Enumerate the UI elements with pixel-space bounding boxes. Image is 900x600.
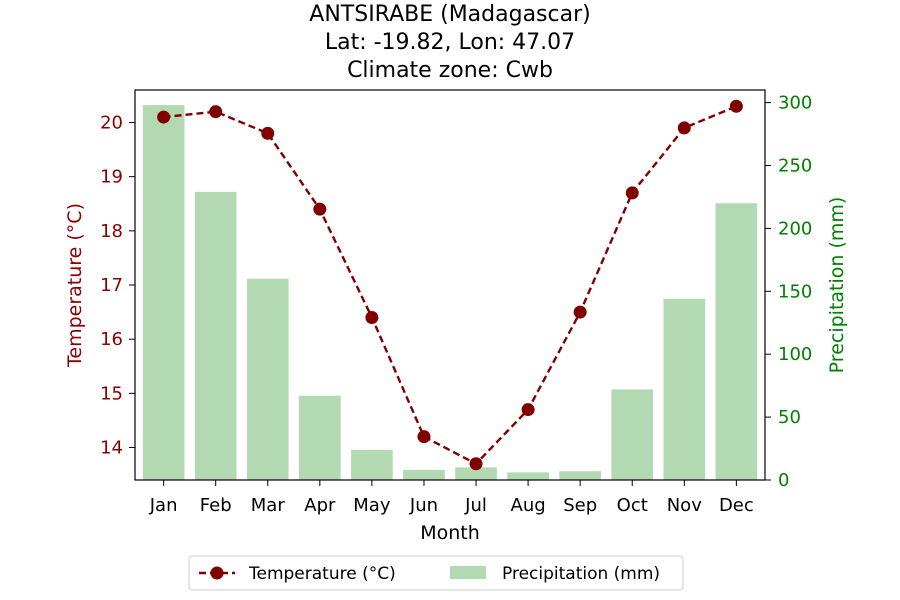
- legend-temperature-marker: [210, 566, 224, 580]
- y-left-tick-label: 15: [100, 383, 123, 404]
- temperature-point: [677, 121, 691, 135]
- legend: Temperature (°C) Precipitation (mm): [188, 555, 684, 591]
- y-right-tick-label: 300: [778, 93, 812, 114]
- x-tick-label: Sep: [563, 495, 597, 516]
- precipitation-bar: [403, 469, 445, 480]
- precipitation-bar: [559, 471, 601, 480]
- x-tick-label: Jun: [409, 495, 438, 516]
- temperature-line: [157, 99, 743, 471]
- y-left-tick-label: 17: [100, 275, 123, 296]
- precipitation-bar: [246, 278, 289, 480]
- precipitation-bar: [351, 449, 393, 480]
- precipitation-axis: 0 50 100 150 200 250 300: [765, 93, 812, 491]
- temperature-point: [261, 126, 275, 140]
- precipitation-bar: [507, 472, 549, 480]
- y-right-tick-label: 0: [778, 470, 789, 491]
- y-right-axis-label: Precipitation (mm): [826, 197, 848, 374]
- y-right-tick-label: 200: [778, 218, 812, 239]
- temperature-axis: 14 15 16 17 18 19 20: [100, 113, 135, 459]
- y-left-axis-label: Temperature (°C): [64, 203, 86, 368]
- x-tick-label: Nov: [667, 495, 702, 516]
- legend-precipitation-label: Precipitation (mm): [502, 564, 660, 584]
- temperature-point: [573, 305, 587, 319]
- temperature-point: [625, 186, 639, 200]
- temperature-point: [729, 99, 743, 113]
- y-left-tick-label: 20: [100, 113, 123, 134]
- legend-frame: [188, 555, 684, 591]
- temperature-point: [417, 430, 431, 444]
- x-tick-label: Aug: [511, 495, 546, 516]
- y-left-tick-label: 14: [100, 438, 123, 459]
- y-left-tick-label: 16: [100, 329, 123, 350]
- y-right-tick-label: 250: [778, 155, 812, 176]
- temperature-point: [469, 457, 483, 471]
- precipitation-bar: [715, 203, 758, 480]
- legend-precipitation-swatch: [450, 566, 486, 579]
- title-line: ANTSIRABE (Madagascar): [309, 2, 590, 27]
- title-line: Lat: -19.82, Lon: 47.07: [325, 30, 575, 55]
- x-tick-label: Mar: [251, 495, 286, 516]
- x-tick-label: Jan: [149, 495, 178, 516]
- chart-title: ANTSIRABE (Madagascar) Lat: -19.82, Lon: …: [309, 2, 590, 83]
- precipitation-bar: [299, 395, 341, 480]
- y-right-tick-label: 50: [778, 407, 801, 428]
- precipitation-bar: [455, 467, 497, 480]
- precipitation-bar: [663, 298, 706, 480]
- y-right-tick-label: 150: [778, 281, 812, 302]
- y-left-tick-label: 19: [100, 167, 123, 188]
- legend-temperature-label: Temperature (°C): [248, 564, 396, 584]
- temperature-point: [209, 105, 223, 119]
- temperature-series-line: [163, 105, 737, 466]
- precipitation-bar: [194, 191, 237, 480]
- x-tick-label: Apr: [304, 495, 336, 516]
- precipitation-bars: [142, 105, 758, 480]
- temperature-point: [157, 110, 171, 124]
- temperature-point: [365, 311, 379, 324]
- x-tick-label: Dec: [719, 495, 754, 516]
- temperature-point: [313, 202, 327, 216]
- precipitation-bar: [611, 389, 654, 480]
- temperature-point: [521, 403, 535, 417]
- precipitation-bar: [142, 105, 185, 480]
- x-tick-label: Feb: [200, 495, 232, 516]
- x-tick-label: May: [353, 495, 391, 516]
- y-right-tick-label: 100: [778, 344, 812, 365]
- x-axis-label: Month: [420, 522, 480, 544]
- title-line: Climate zone: Cwb: [347, 58, 553, 83]
- x-axis: Jan Feb Mar Apr May Jun Jul Aug Sep Oct Nov Dec: [149, 480, 754, 516]
- x-tick-label: Oct: [617, 495, 648, 516]
- y-left-tick-label: 18: [100, 221, 123, 242]
- x-tick-label: Jul: [464, 495, 487, 516]
